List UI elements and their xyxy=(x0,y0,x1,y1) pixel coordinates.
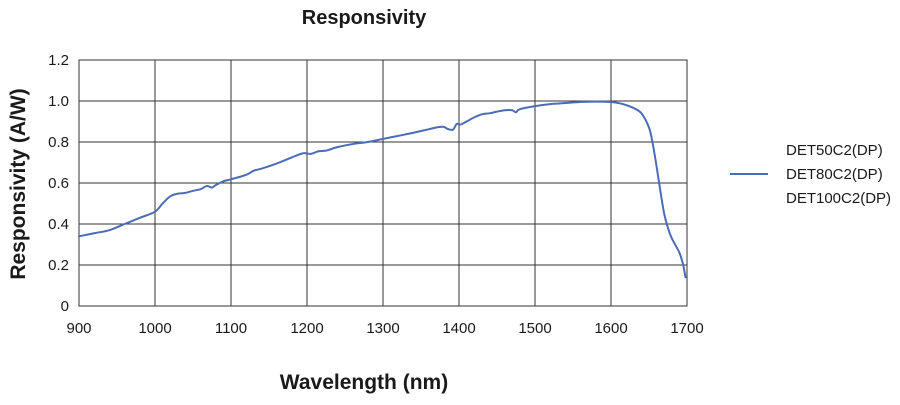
y-tick-label-1: 1.0 xyxy=(48,93,69,110)
legend-label-det100c2: DET100C2(DP) xyxy=(786,190,891,207)
y-tick-label-0_8: 0.8 xyxy=(48,134,69,151)
y-tick-label-0_6: 0.6 xyxy=(48,175,69,192)
chart-title: Responsivity xyxy=(302,7,427,29)
plot-frame xyxy=(78,59,688,307)
responsivity-series-line-0 xyxy=(78,100,687,279)
legend-label-det80c2: DET80C2(DP) xyxy=(786,166,883,183)
x-tick-label-1400: 1400 xyxy=(442,320,475,337)
y-tick-labels: 0 0.2 0.4 0.6 0.8 1.0 1.2 xyxy=(48,52,69,315)
series-layer xyxy=(78,100,687,279)
x-tick-label-1500: 1500 xyxy=(518,320,551,337)
y-tick-label-0_2: 0.2 xyxy=(48,257,69,274)
legend-label-det50c2: DET50C2(DP) xyxy=(786,142,883,159)
x-tick-labels: 900 1000 1100 1200 1300 1400 1500 1600 1700 xyxy=(66,320,703,337)
legend: DET50C2(DP) DET80C2(DP) DET100C2(DP) xyxy=(730,142,891,207)
y-tick-label-1_2: 1.2 xyxy=(48,52,69,69)
x-tick-label-1200: 1200 xyxy=(290,320,323,337)
x-tick-label-1600: 1600 xyxy=(594,320,627,337)
y-tick-label-0_4: 0.4 xyxy=(48,216,69,233)
y-axis-title: Responsivity (A/W) xyxy=(7,88,30,279)
grid xyxy=(78,59,688,307)
x-tick-label-900: 900 xyxy=(66,320,91,337)
x-tick-label-1300: 1300 xyxy=(366,320,399,337)
x-tick-label-1100: 1100 xyxy=(215,320,247,337)
y-tick-label-0: 0 xyxy=(61,298,69,315)
x-axis-title: Wavelength (nm) xyxy=(280,371,448,394)
x-tick-label-1000: 1000 xyxy=(138,320,171,337)
x-tick-label-1700: 1700 xyxy=(670,320,703,337)
